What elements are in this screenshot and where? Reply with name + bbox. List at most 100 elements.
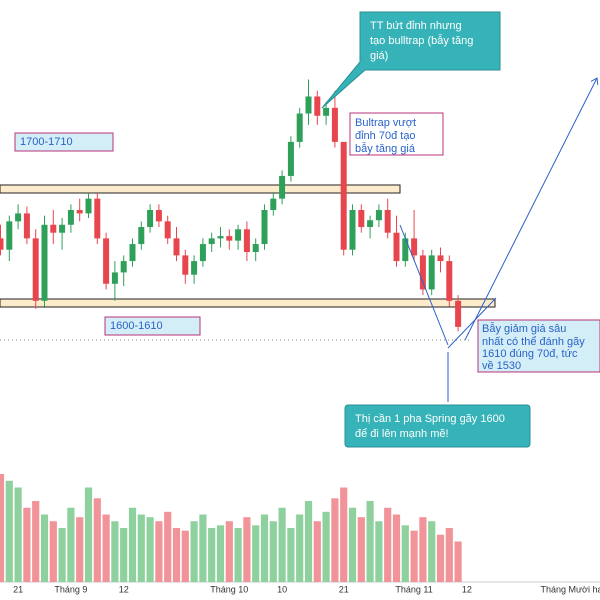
volume-bar xyxy=(445,528,453,582)
volume-bar xyxy=(234,528,242,582)
volume-bar xyxy=(384,507,392,582)
candle-body xyxy=(252,244,259,252)
volume-bar xyxy=(304,501,313,582)
candle-body xyxy=(138,227,145,245)
candle-body xyxy=(305,96,312,114)
note: đỉnh 70đ tạo xyxy=(355,130,416,142)
candle-body xyxy=(129,244,136,262)
candle-body xyxy=(314,96,321,116)
volume-bar xyxy=(252,525,260,582)
volume-bar xyxy=(313,521,321,582)
volume-bar xyxy=(225,521,233,582)
note: bẫy tăng giá xyxy=(355,142,416,155)
candle-body xyxy=(15,213,22,222)
candle-body xyxy=(226,236,233,241)
volume-bar xyxy=(340,487,348,582)
volume-bar xyxy=(5,480,13,582)
x-tick-label: 21 xyxy=(13,584,23,594)
candle-body xyxy=(182,255,189,275)
note-box xyxy=(14,132,114,152)
note-box xyxy=(104,316,201,336)
volume-bar xyxy=(76,517,84,582)
candle-body xyxy=(287,141,294,176)
volume-bar xyxy=(23,507,31,582)
candle-body xyxy=(199,244,206,262)
candle-body xyxy=(155,210,162,222)
volume-bar xyxy=(278,507,286,582)
volume-bar xyxy=(58,528,66,582)
volume-bar xyxy=(199,514,207,582)
candle-body xyxy=(94,198,101,239)
note: Bẫy giảm giá sâu xyxy=(482,322,566,335)
candle-body xyxy=(402,238,409,262)
volume-bar xyxy=(49,521,57,582)
candle-body xyxy=(217,236,224,239)
volume-bar xyxy=(366,501,374,582)
volume-bar xyxy=(128,507,137,582)
candle-body xyxy=(446,261,453,301)
volume-bar xyxy=(436,534,445,582)
candle-body xyxy=(455,300,462,327)
volume-bar xyxy=(392,514,401,582)
candle-body xyxy=(279,175,286,199)
note: để đi lên mạnh mẽ! xyxy=(355,428,449,440)
volume-bar xyxy=(0,474,5,582)
volume-bar xyxy=(287,528,295,582)
candle-body xyxy=(103,238,110,284)
x-tick-label: Tháng 11 xyxy=(395,584,432,594)
note: 1610 đúng 70đ, tức xyxy=(482,348,578,360)
note: tạo bulltrap (bẫy tăng xyxy=(370,34,473,47)
arrow xyxy=(447,297,497,349)
candle-body xyxy=(349,210,356,250)
note: giá) xyxy=(370,50,388,62)
candle-body xyxy=(296,113,303,142)
candle-body xyxy=(147,210,154,228)
volume-bar xyxy=(331,498,339,582)
candle-body xyxy=(59,224,66,233)
x-tick-label: 12 xyxy=(119,584,129,594)
candle-body xyxy=(0,238,4,250)
volume-bar xyxy=(428,521,436,582)
candle-body xyxy=(164,221,171,239)
arrow xyxy=(464,78,597,341)
candle-body xyxy=(173,238,180,256)
candle-body xyxy=(111,272,118,284)
candle-body xyxy=(375,210,382,221)
volume-bar xyxy=(243,517,251,582)
candle-body xyxy=(270,198,277,210)
candle-body xyxy=(191,261,198,275)
note: Bultrap vượt xyxy=(355,117,416,129)
candle-body xyxy=(384,210,391,233)
arrow xyxy=(399,224,449,346)
x-tick-label: Tháng 9 xyxy=(54,584,87,594)
candle-body xyxy=(243,229,250,252)
candle-body xyxy=(437,255,444,262)
candle-body xyxy=(393,232,400,262)
candle-body xyxy=(411,238,418,256)
volume-bar xyxy=(102,514,110,582)
volume-bar xyxy=(269,521,277,582)
candle-body xyxy=(419,255,426,290)
volume-bar xyxy=(93,498,101,582)
note-box xyxy=(477,319,600,373)
volume-bar xyxy=(40,514,49,582)
note-box xyxy=(349,112,444,156)
x-tick-label: 12 xyxy=(462,584,472,594)
volume-bar xyxy=(401,525,409,582)
volume-bar xyxy=(190,521,198,582)
volume-bar xyxy=(155,521,163,582)
volume-bar xyxy=(172,528,181,582)
volume-bar xyxy=(67,507,75,582)
candle-body xyxy=(6,221,13,250)
volume-bar xyxy=(208,528,216,582)
x-tick-label: 21 xyxy=(339,584,349,594)
candle-body xyxy=(235,229,242,241)
candle-body xyxy=(358,210,365,228)
volume-bar xyxy=(32,501,40,582)
note: TT bứt đỉnh nhưng xyxy=(370,20,462,32)
candle-body xyxy=(85,198,92,214)
volume-bar xyxy=(410,530,418,582)
candle-body xyxy=(76,210,83,214)
note: Thị cần 1 pha Spring gãy 1600 xyxy=(355,413,505,425)
